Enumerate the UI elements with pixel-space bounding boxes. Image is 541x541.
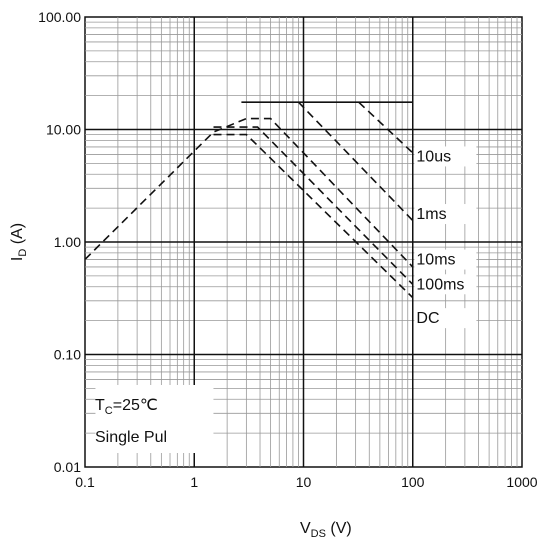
series-line-dc (213, 133, 414, 299)
annotation-bg (414, 146, 477, 167)
annotation-bg (414, 249, 477, 270)
annotation-bg (414, 204, 477, 225)
x-tick-label: 1000 (506, 474, 537, 490)
series-annotation: 100ms (416, 276, 464, 293)
chart-series (84, 101, 414, 299)
chart-annotations: 10us 1ms 10ms 100ms DC (95, 146, 477, 453)
y-tick-label: 1.00 (54, 234, 81, 250)
series-annotation: 1ms (416, 206, 446, 223)
tc-condition-label: TC=25℃ (95, 397, 158, 417)
series-annotation: 10us (416, 148, 451, 165)
series-annotation: 10ms (416, 252, 455, 269)
x-tick-label: 0.1 (75, 474, 95, 490)
series-line-100ms (213, 126, 414, 285)
pulse-condition-label: Single Pul (95, 429, 167, 446)
y-tick-label: 10.00 (46, 122, 81, 138)
series-line-1ms (297, 101, 414, 222)
y-tick-label: 0.10 (54, 347, 81, 363)
y-tick-label: 100.00 (38, 9, 81, 25)
annotation-bg (414, 308, 477, 329)
x-axis-label: VDS (V) (300, 520, 352, 540)
x-tick-label: 100 (401, 474, 425, 490)
annotation-bg (414, 274, 477, 295)
series-line-10ms (84, 117, 414, 268)
conditions-bg (95, 385, 214, 453)
x-tick-label: 10 (296, 474, 312, 490)
y-axis-label: ID (A) (9, 223, 29, 261)
y-tick-label: 0.01 (54, 459, 81, 475)
x-tick-label: 1 (190, 474, 198, 490)
series-annotation: DC (416, 310, 439, 327)
chart-tick-labels: 0.1 1 10 100 1000 0.01 0.10 1.00 10.00 100.00 (38, 9, 538, 490)
